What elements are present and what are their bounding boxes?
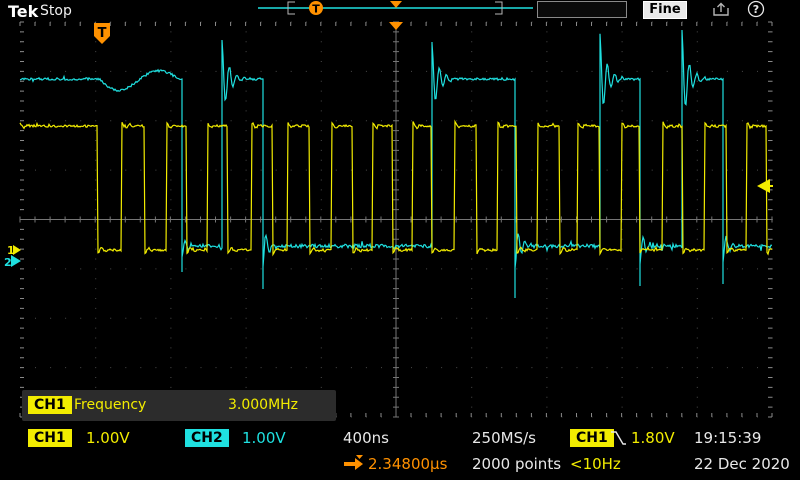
- sample-rate-readout: 250MS/s: [472, 429, 536, 447]
- ch1-waveform-trace: [19, 119, 773, 257]
- ch2-ground-marker-label: 2: [4, 256, 12, 269]
- ch2-scale: 1.00V: [242, 429, 286, 447]
- record-view-bar: T: [258, 1, 533, 16]
- timebase-readout: 400ns: [343, 429, 389, 447]
- measurement-name: Frequency: [74, 397, 147, 413]
- window-bracket-right: [495, 1, 503, 15]
- ch1-ground-marker-label: 1: [7, 244, 15, 257]
- measurement-source-badge: CH1: [28, 396, 72, 414]
- ch1-ground-marker: 1: [7, 244, 21, 257]
- save-icon[interactable]: [711, 1, 733, 17]
- ch1-badge: CH1: [28, 429, 72, 447]
- ch2-badge: CH2: [185, 429, 229, 447]
- trigger-position-flag-label: T: [98, 26, 107, 41]
- record-position-triangle-icon: [390, 1, 402, 8]
- trigger-level-readout: 1.80V: [631, 429, 675, 447]
- falling-edge-icon: [611, 431, 626, 445]
- trigger-source-badge: CH1: [570, 429, 614, 447]
- trigger-coupling-readout: <10Hz: [570, 455, 621, 473]
- graticule-grid: [19, 21, 773, 418]
- top-readout-box: [537, 1, 627, 18]
- horizontal-position-readout: 2.34800µs: [368, 455, 448, 473]
- measurement-value: 3.000MHz: [228, 397, 299, 413]
- record-length-readout: 2000 points: [472, 455, 562, 473]
- ch2-ground-marker: 2: [4, 255, 21, 269]
- tek-logo: Tek: [8, 2, 39, 21]
- trigger-level-arrow: [757, 179, 773, 193]
- window-bracket-left: [287, 1, 295, 15]
- help-icon-glyph: ?: [753, 3, 759, 16]
- trigger-position-flag: T: [94, 23, 110, 44]
- ch1-scale: 1.00V: [86, 429, 130, 447]
- record-trigger-badge-label: T: [312, 3, 320, 16]
- help-icon[interactable]: ?: [746, 0, 766, 18]
- clock-time: 19:15:39: [694, 429, 762, 447]
- record-trigger-badge: [309, 1, 323, 15]
- horizontal-position-icon: [344, 455, 363, 470]
- center-expansion-triangle-icon: [389, 22, 403, 30]
- fine-button[interactable]: Fine: [643, 1, 687, 19]
- acquisition-status: Stop: [40, 3, 72, 19]
- clock-date: 22 Dec 2020: [694, 455, 790, 473]
- measurement-box: CH1 Frequency 3.000MHz: [22, 390, 336, 421]
